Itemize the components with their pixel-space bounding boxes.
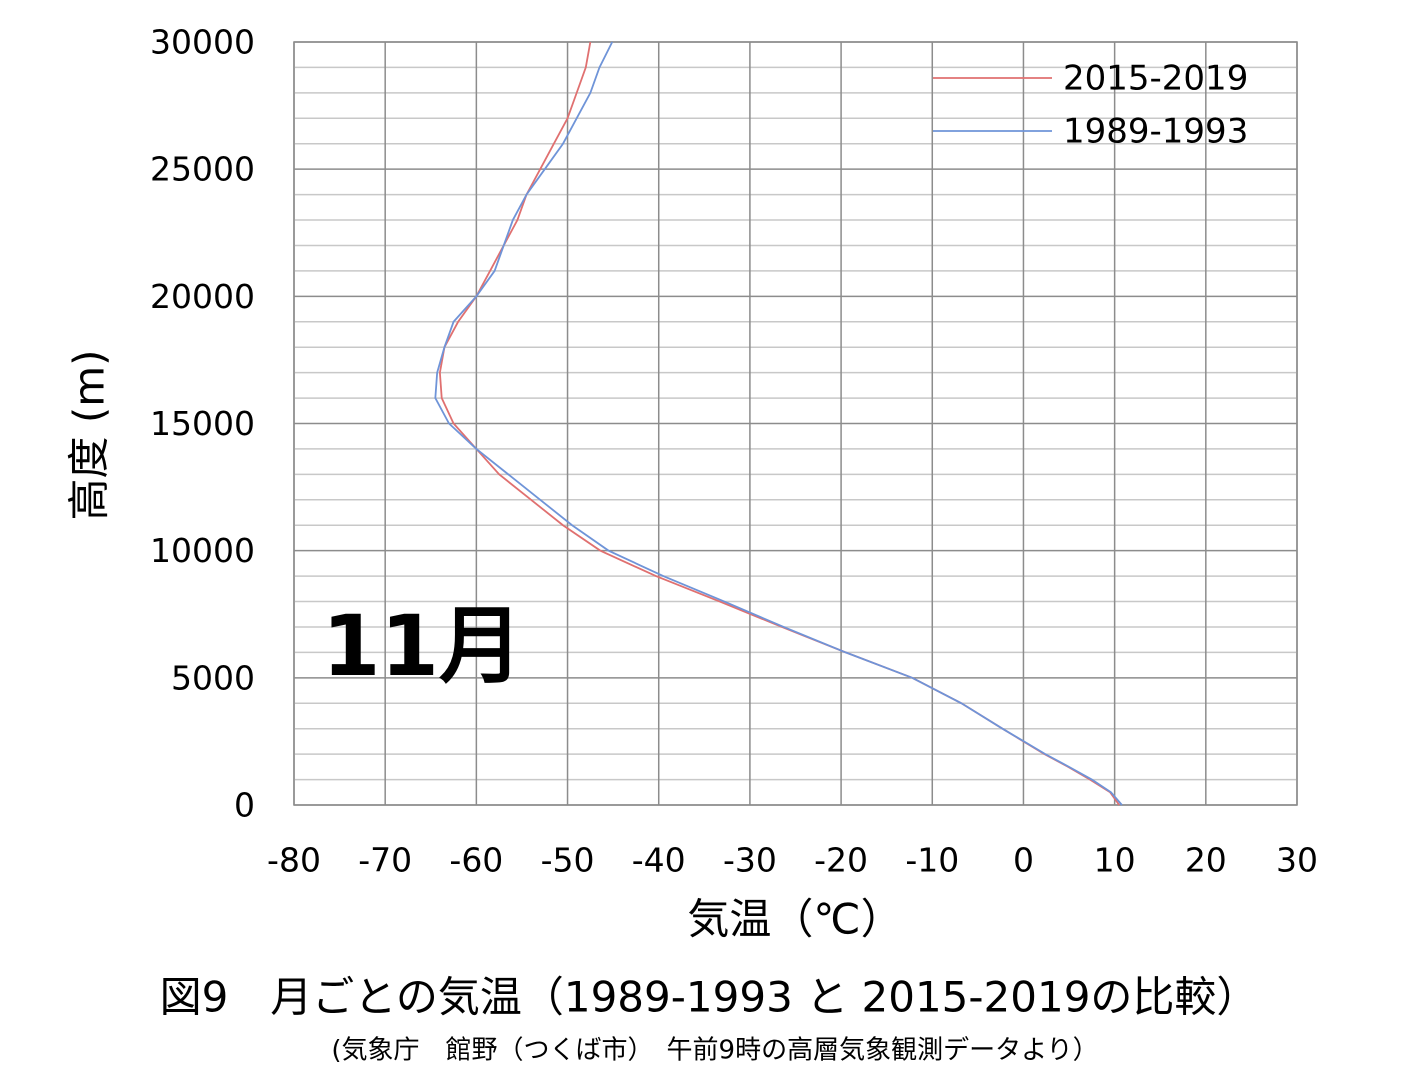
legend-label: 1989-1993 [1063, 112, 1248, 152]
x-tick-label: -60 [449, 841, 503, 880]
y-tick-label: 30000 [150, 23, 255, 62]
x-tick-label: 20 [1185, 841, 1227, 880]
y-tick-label: 15000 [150, 404, 255, 443]
legend-label: 2015-2019 [1063, 59, 1248, 99]
x-tick-label: -70 [358, 841, 412, 880]
chart-subtitle: (気象庁 館野（つくば市） 午前9時の高層気象観測データより） [331, 1036, 1098, 1066]
x-tick-label: -10 [905, 841, 959, 880]
chart-title: 図9 月ごとの気温（1989-1993 と 2015-2019の比較） [160, 973, 1259, 1022]
x-tick-label: -50 [541, 841, 595, 880]
x-tick-label: -40 [632, 841, 686, 880]
y-tick-label: 5000 [171, 658, 255, 697]
y-tick-label: 10000 [150, 531, 255, 570]
x-tick-label: 0 [1013, 841, 1034, 880]
x-tick-label: -30 [723, 841, 777, 880]
y-axis-label: 高度 (m) [65, 349, 114, 520]
x-tick-label: 30 [1276, 841, 1318, 880]
y-tick-label: 25000 [150, 150, 255, 189]
x-tick-label: -80 [267, 841, 321, 880]
x-tick-label: 10 [1094, 841, 1136, 880]
data-line [434, 41, 1123, 806]
y-tick-label: 0 [234, 786, 255, 825]
y-tick-label: 20000 [150, 277, 255, 316]
x-axis-label: 気温（℃） [687, 895, 902, 944]
x-tick-label: -20 [814, 841, 868, 880]
annotation: 11月 [322, 597, 523, 695]
